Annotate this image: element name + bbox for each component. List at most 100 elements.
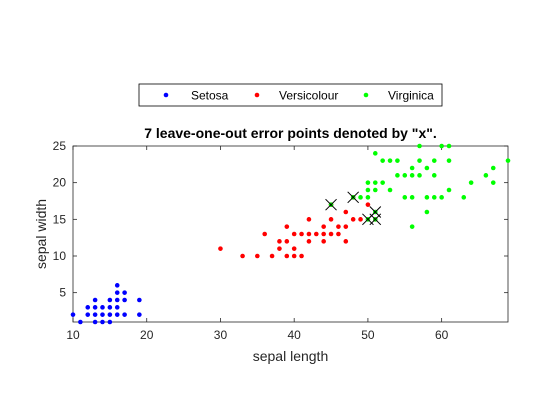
data-point-virginica bbox=[446, 158, 452, 163]
data-point-virginica bbox=[365, 195, 371, 200]
x-tick-label: 40 bbox=[288, 328, 302, 342]
data-point-virginica bbox=[409, 224, 415, 229]
data-point-setosa bbox=[122, 312, 127, 317]
data-point-virginica bbox=[461, 195, 467, 200]
axes-box bbox=[72, 145, 509, 323]
data-point-setosa bbox=[114, 312, 120, 317]
x-tick-label: 20 bbox=[140, 328, 154, 342]
data-point-setosa bbox=[107, 297, 113, 303]
error-x-stroke bbox=[325, 198, 337, 211]
data-point-versicolour bbox=[306, 239, 312, 244]
data-point-setosa bbox=[114, 290, 120, 295]
data-point-versicolour bbox=[336, 231, 341, 237]
data-point-versicolour bbox=[321, 224, 326, 229]
data-point-versicolour bbox=[343, 209, 349, 215]
data-point-versicolour bbox=[328, 217, 334, 222]
legend-marker-versicolour bbox=[254, 92, 260, 98]
data-point-virginica bbox=[372, 187, 378, 193]
data-point-versicolour bbox=[284, 253, 290, 259]
data-point-setosa bbox=[137, 297, 142, 303]
legend-label-setosa: Setosa bbox=[191, 89, 229, 103]
data-point-virginica bbox=[372, 180, 378, 185]
data-point-virginica bbox=[431, 158, 437, 163]
data-point-versicolour bbox=[306, 217, 312, 222]
error-point-x-marker bbox=[325, 198, 337, 211]
data-point-virginica bbox=[402, 195, 408, 200]
data-point-virginica bbox=[409, 165, 415, 171]
data-point-setosa bbox=[137, 312, 142, 317]
data-point-virginica bbox=[395, 158, 400, 163]
data-point-virginica bbox=[468, 180, 474, 185]
data-point-versicolour bbox=[291, 253, 297, 259]
data-point-setosa bbox=[114, 283, 120, 288]
data-point-versicolour bbox=[321, 231, 326, 237]
data-point-versicolour bbox=[306, 231, 312, 237]
data-point-virginica bbox=[446, 187, 452, 193]
error-markers bbox=[325, 191, 382, 226]
y-tick-label: 10 bbox=[53, 249, 67, 263]
data-point-versicolour bbox=[240, 253, 245, 259]
data-point-setosa bbox=[92, 319, 98, 325]
data-point-versicolour bbox=[284, 239, 290, 244]
data-point-setosa bbox=[100, 312, 105, 317]
data-point-setosa bbox=[85, 305, 91, 310]
y-tick-label: 25 bbox=[53, 139, 67, 153]
data-point-versicolour bbox=[350, 217, 356, 222]
y-tick-label: 20 bbox=[53, 176, 67, 190]
data-point-virginica bbox=[358, 195, 363, 200]
data-point-setosa bbox=[92, 312, 98, 317]
data-point-virginica bbox=[439, 143, 444, 149]
data-point-setosa bbox=[107, 312, 113, 317]
data-point-versicolour bbox=[358, 217, 363, 222]
data-point-setosa bbox=[122, 297, 127, 303]
data-point-setosa bbox=[92, 297, 98, 303]
data-point-virginica bbox=[380, 158, 385, 163]
tick-group bbox=[72, 145, 508, 322]
error-point-x-marker bbox=[347, 191, 360, 204]
x-axis-label: sepal length bbox=[253, 348, 329, 364]
data-point-versicolour bbox=[343, 239, 349, 244]
data-point-setosa bbox=[107, 319, 113, 325]
data-point-setosa bbox=[107, 305, 113, 310]
data-point-versicolour bbox=[291, 231, 297, 237]
x-tick-label: 30 bbox=[214, 328, 228, 342]
y-axis-label: sepal width bbox=[33, 199, 49, 269]
data-point-virginica bbox=[446, 143, 452, 149]
data-point-versicolour bbox=[277, 246, 282, 251]
legend-marker-virginica bbox=[363, 92, 369, 98]
legend-label-virginica: Virginica bbox=[388, 89, 434, 103]
data-point-virginica bbox=[483, 173, 489, 178]
data-point-setosa bbox=[114, 305, 120, 310]
data-point-virginica bbox=[387, 158, 393, 163]
x-tick-label: 50 bbox=[361, 328, 375, 342]
data-point-virginica bbox=[417, 173, 422, 178]
data-point-versicolour bbox=[262, 231, 267, 237]
data-point-virginica bbox=[431, 195, 437, 200]
x-tick-label: 10 bbox=[66, 328, 80, 342]
data-point-virginica bbox=[409, 173, 415, 178]
data-point-virginica bbox=[395, 173, 400, 178]
data-point-versicolour bbox=[299, 253, 304, 259]
data-point-virginica bbox=[439, 195, 444, 200]
data-point-setosa bbox=[70, 312, 76, 317]
data-point-setosa bbox=[92, 305, 98, 310]
data-point-setosa bbox=[100, 319, 105, 325]
tick-label-group: 10 20 30 40 50 60 5 10 15 20 25 bbox=[53, 139, 449, 342]
data-point-versicolour bbox=[328, 231, 334, 237]
error-x-stroke bbox=[369, 206, 382, 218]
error-point-x-marker bbox=[369, 206, 382, 218]
data-point-setosa bbox=[100, 305, 105, 310]
y-tick-label: 5 bbox=[59, 286, 66, 300]
data-point-virginica bbox=[490, 165, 496, 171]
data-point-virginica bbox=[402, 173, 408, 178]
data-point-versicolour bbox=[218, 246, 223, 251]
x-tick-label: 60 bbox=[435, 328, 449, 342]
data-point-virginica bbox=[431, 173, 437, 178]
data-point-versicolour bbox=[314, 231, 319, 237]
data-point-setosa bbox=[122, 290, 127, 295]
data-point-versicolour bbox=[365, 202, 371, 207]
data-point-versicolour bbox=[336, 224, 341, 229]
data-point-versicolour bbox=[277, 239, 282, 244]
data-point-virginica bbox=[505, 158, 511, 163]
